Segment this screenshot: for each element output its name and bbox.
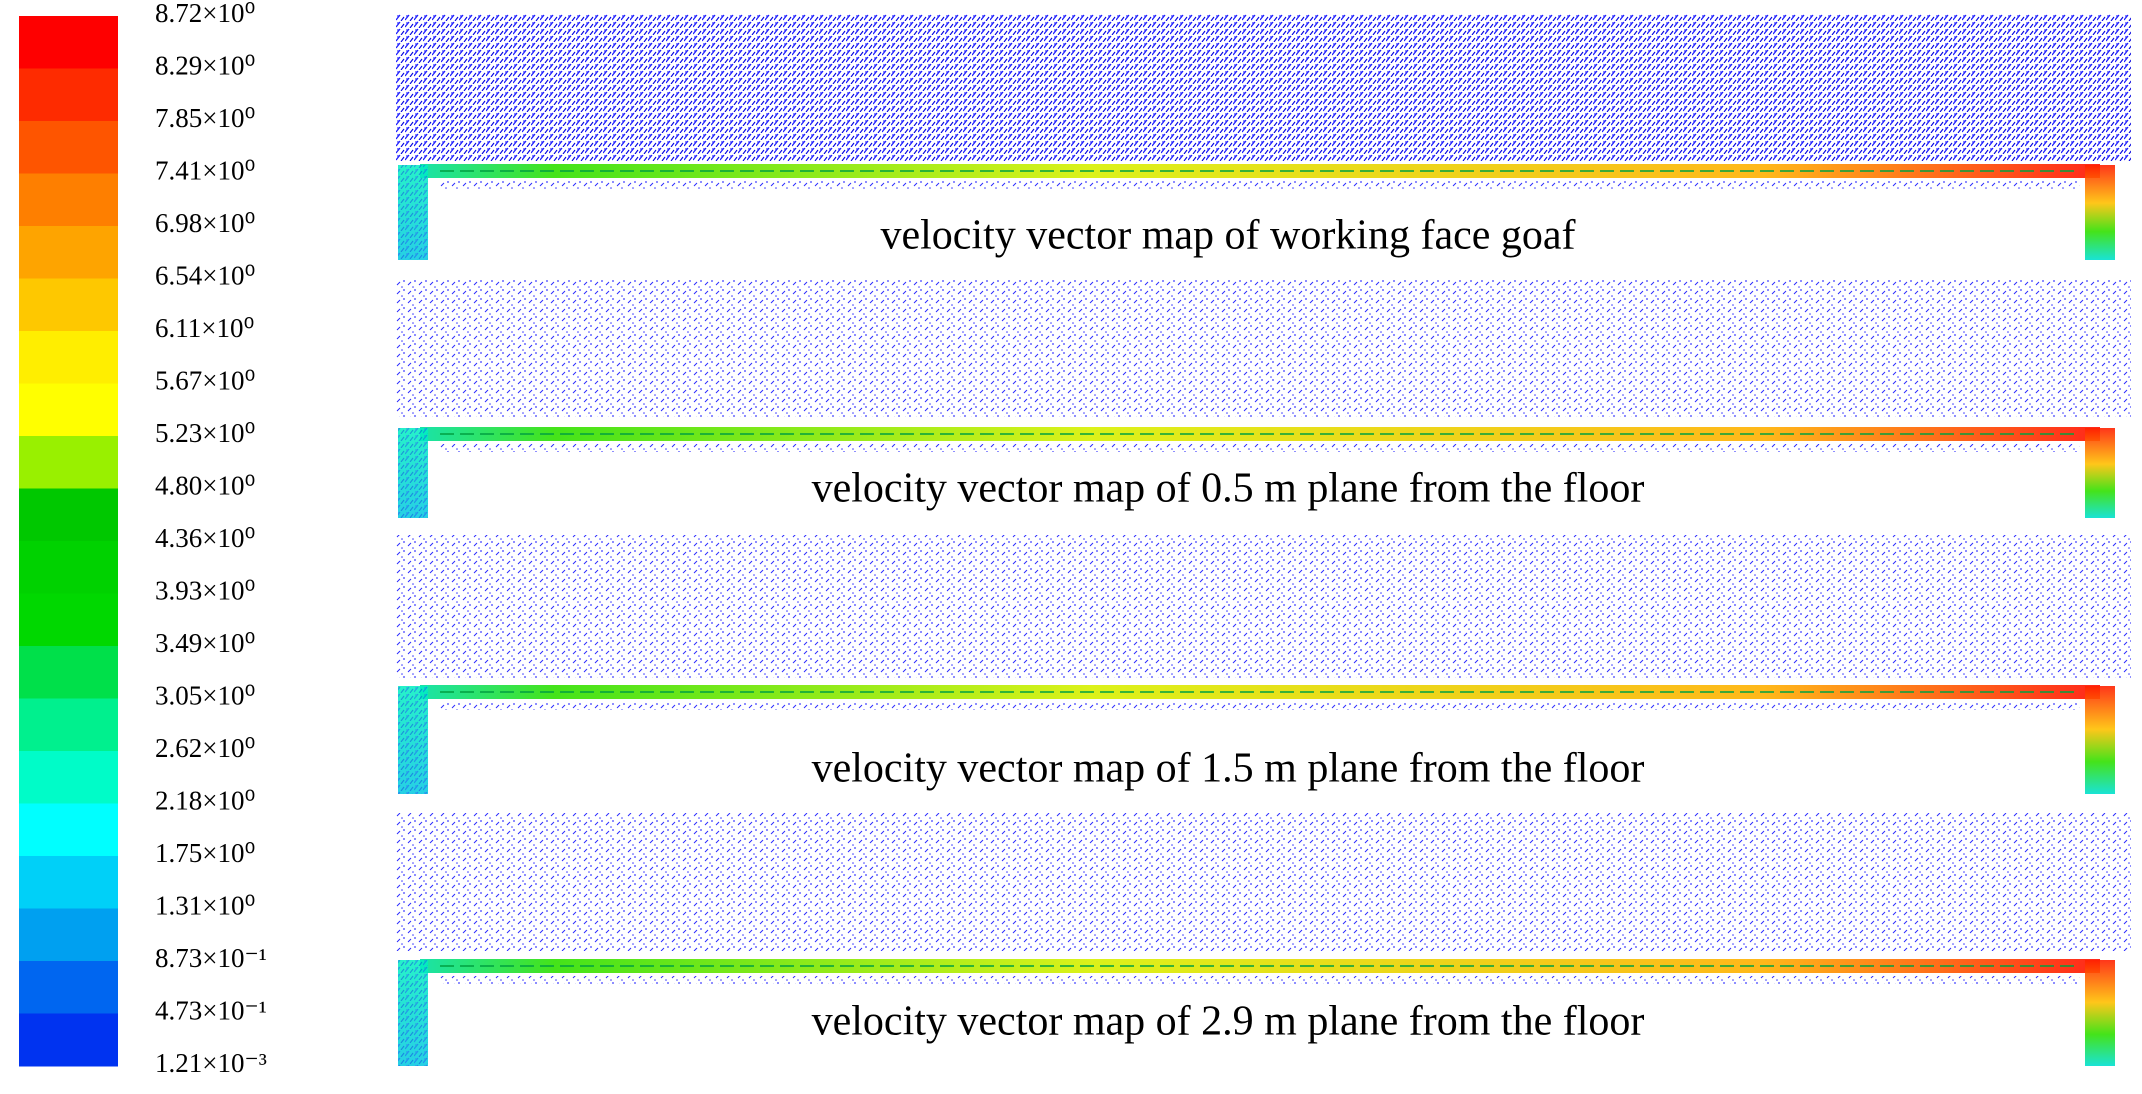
colorbar-label: 1.21×10⁻³ <box>155 1048 267 1078</box>
right-leg <box>2085 960 2115 1066</box>
left-leg-texture <box>398 686 428 794</box>
colorbar: 8.72×10⁰ 8.29×10⁰ 7.85×10⁰ 7.41×10⁰ 6.98×10⁰… <box>19 0 267 1078</box>
colorbar-label: 8.29×10⁰ <box>155 51 255 81</box>
colorbar-label: 1.31×10⁰ <box>155 891 255 921</box>
color-band <box>19 856 118 909</box>
color-band <box>19 751 118 804</box>
color-band <box>19 908 118 962</box>
vector-field <box>396 813 2131 951</box>
color-band <box>19 593 118 647</box>
colorbar-label: 7.85×10⁰ <box>155 103 255 133</box>
color-band <box>19 646 118 699</box>
colorbar-label: 3.93×10⁰ <box>155 576 255 606</box>
vector-field <box>396 14 2131 161</box>
colorbar-label: 4.36×10⁰ <box>155 523 255 553</box>
color-band <box>19 121 118 174</box>
right-leg <box>2085 428 2115 518</box>
right-leg <box>2085 686 2115 794</box>
color-band <box>19 541 118 594</box>
color-band <box>19 16 118 69</box>
vector-field-lower <box>440 702 2080 710</box>
color-band <box>19 436 118 489</box>
left-leg-texture <box>398 165 428 260</box>
panel-caption: velocity vector map of 1.5 m plane from … <box>812 746 1645 792</box>
left-leg-texture <box>398 960 428 1066</box>
color-band <box>19 173 118 227</box>
panel-caption: velocity vector map of 2.9 m plane from … <box>812 999 1645 1045</box>
color-band <box>19 698 118 752</box>
color-band <box>19 331 118 384</box>
color-band <box>19 803 118 857</box>
colorbar-label: 1.75×10⁰ <box>155 838 255 868</box>
color-band <box>19 278 118 332</box>
vector-field-lower <box>440 444 2080 452</box>
colorbar-label: 4.73×10⁻¹ <box>155 996 267 1026</box>
colorbar-label: 2.62×10⁰ <box>155 733 255 763</box>
colorbar-label: 8.73×10⁻¹ <box>155 943 267 973</box>
left-leg-texture <box>398 428 428 518</box>
colorbar-label: 6.54×10⁰ <box>155 261 255 291</box>
vector-field-lower <box>440 181 2080 189</box>
color-band <box>19 1013 118 1067</box>
color-band <box>19 226 118 279</box>
colorbar-label: 5.67×10⁰ <box>155 366 255 396</box>
color-band <box>19 383 118 437</box>
panel-caption: velocity vector map of working face goaf <box>880 213 1575 259</box>
vector-maps: velocity vector map of working face goaf… <box>396 14 2131 1066</box>
colorbar-label: 6.98×10⁰ <box>155 208 255 238</box>
panel-caption: velocity vector map of 0.5 m plane from … <box>812 466 1645 512</box>
colorbar-label: 4.80×10⁰ <box>155 471 255 501</box>
colorbar-label: 6.11×10⁰ <box>155 313 254 343</box>
vector-field <box>396 535 2131 678</box>
vector-field <box>396 280 2131 417</box>
colorbar-label: 3.49×10⁰ <box>155 628 255 658</box>
color-band <box>19 68 118 122</box>
colorbar-label: 7.41×10⁰ <box>155 156 255 186</box>
colorbar-label: 2.18×10⁰ <box>155 786 255 816</box>
colorbar-label: 5.23×10⁰ <box>155 418 255 448</box>
right-leg <box>2085 165 2115 260</box>
vector-field-lower <box>440 976 2080 984</box>
colorbar-label: 3.05×10⁰ <box>155 681 255 711</box>
color-band <box>19 961 118 1014</box>
colorbar-label: 8.72×10⁰ <box>155 0 255 28</box>
color-band <box>19 488 118 542</box>
